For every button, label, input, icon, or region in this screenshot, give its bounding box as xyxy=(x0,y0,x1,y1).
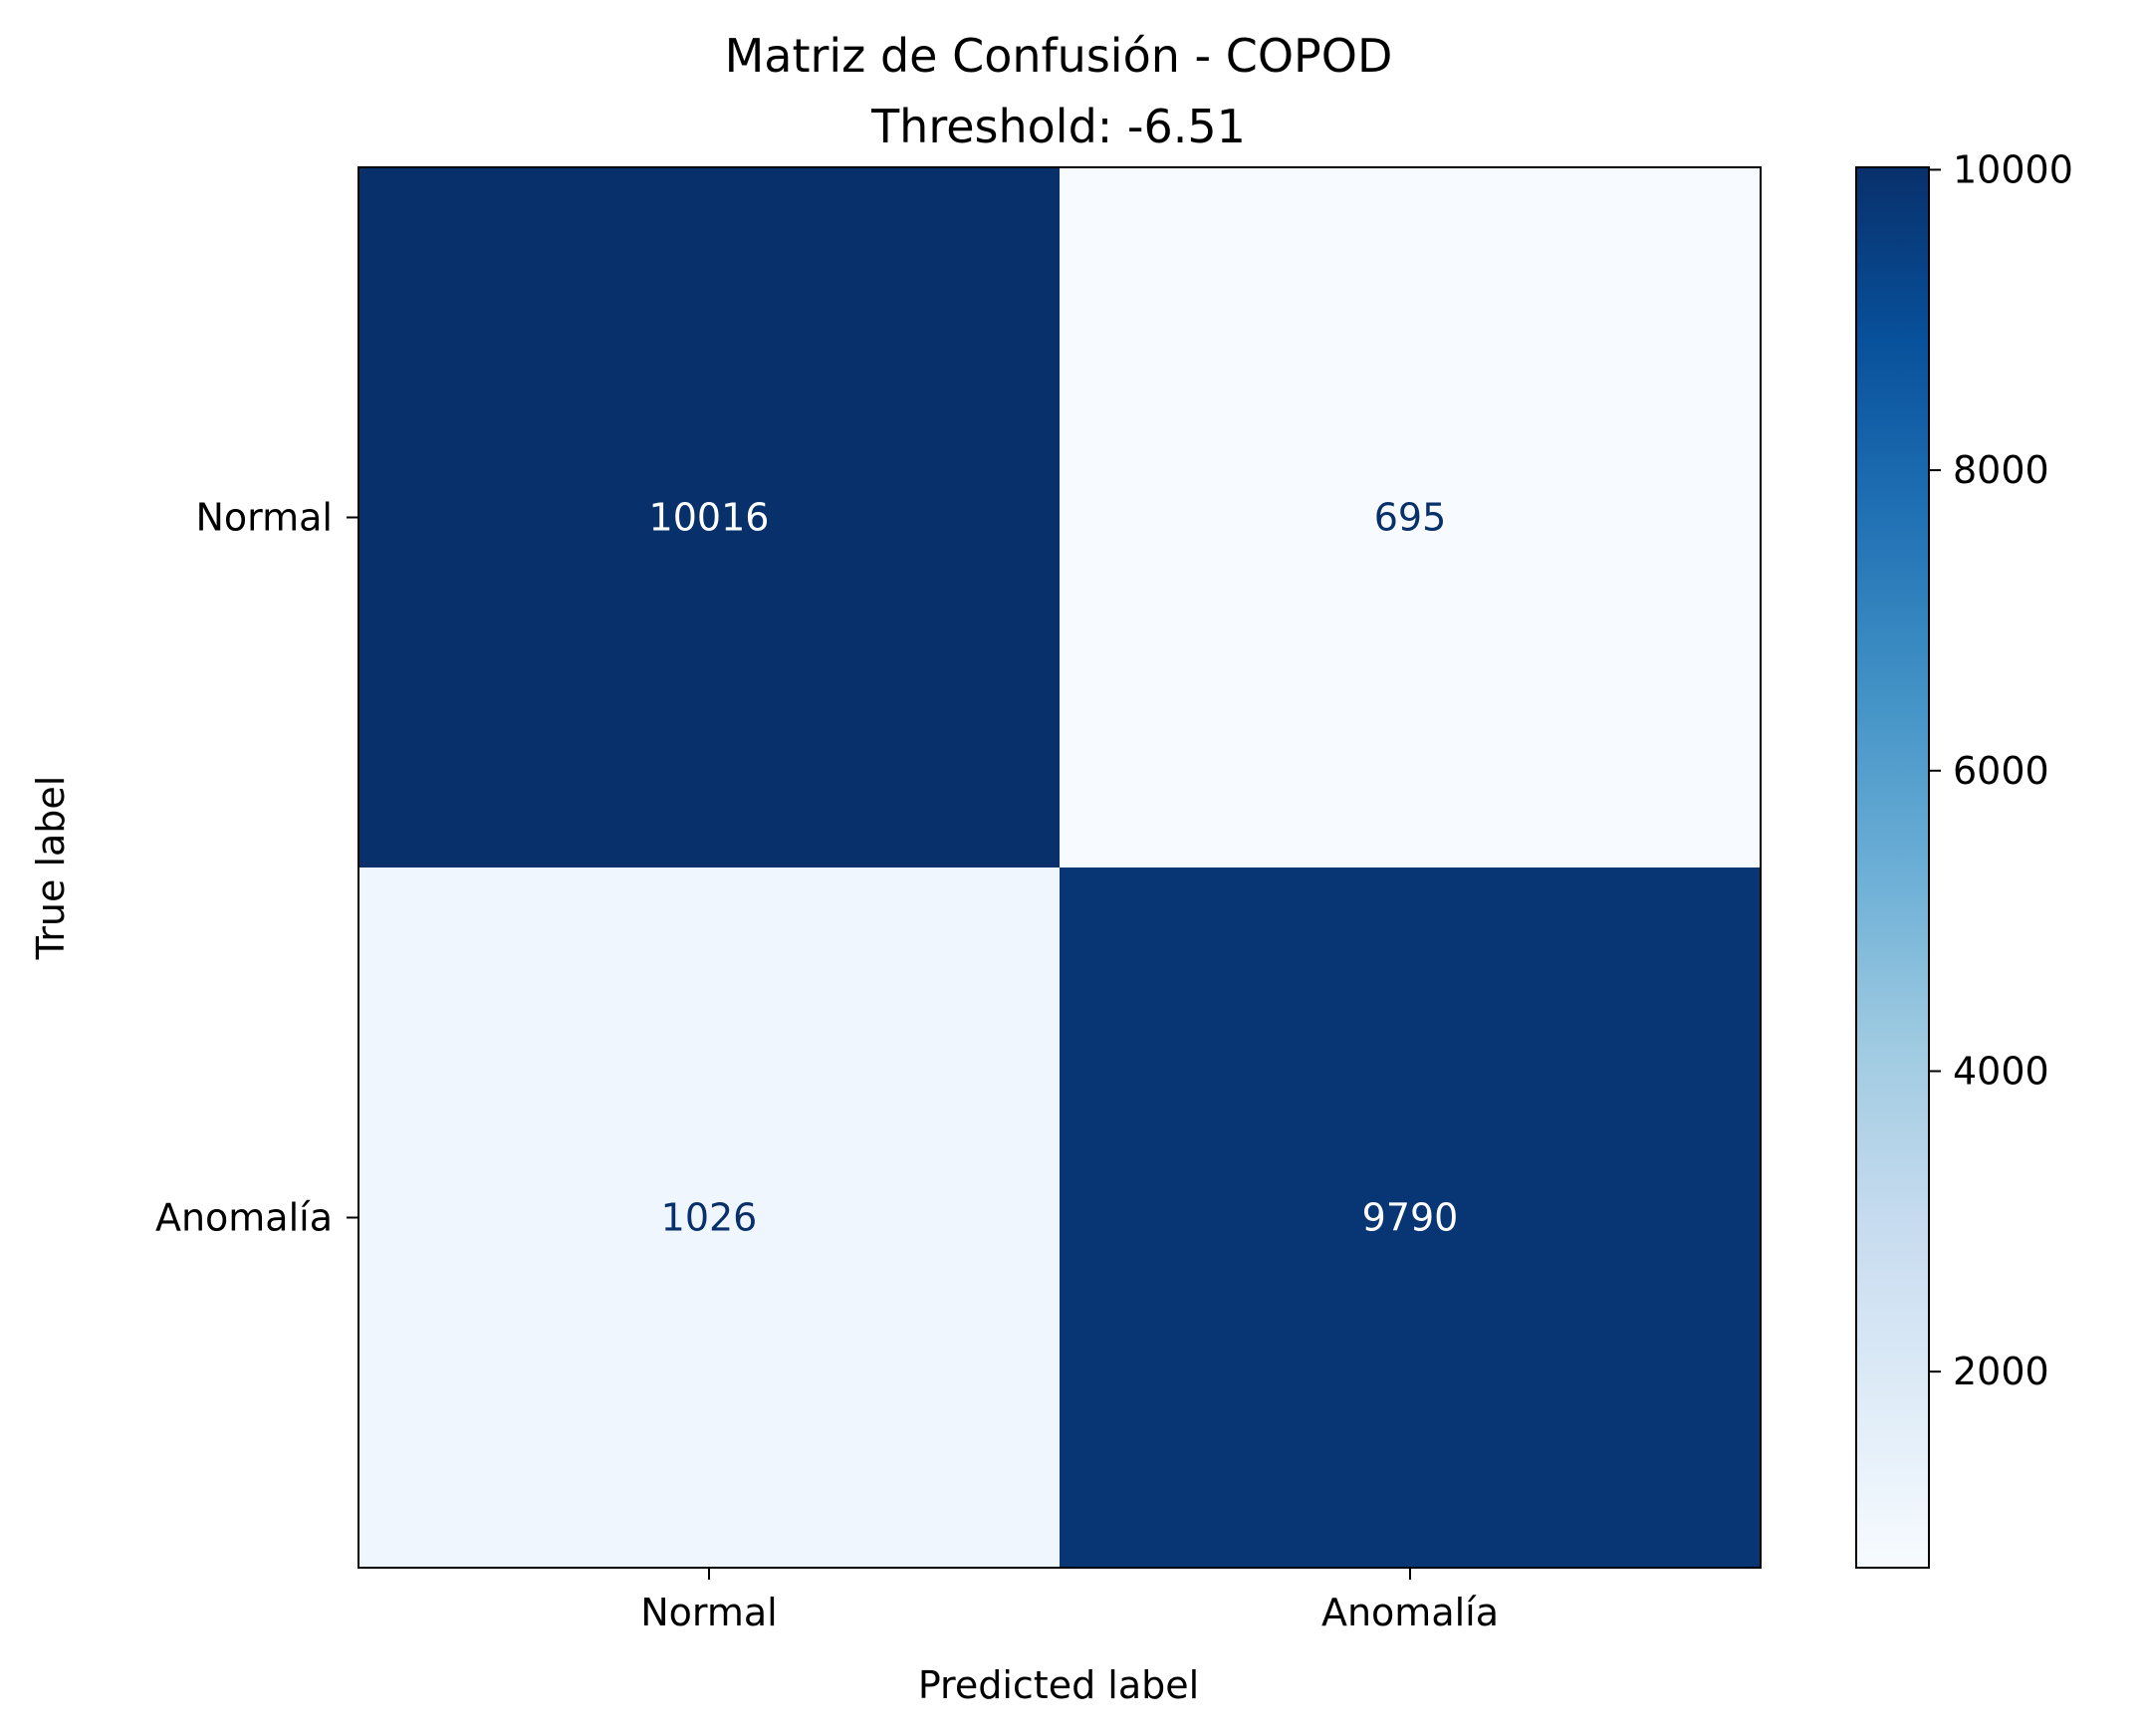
cell-value-labels: 10016 695 1026 9790 xyxy=(649,496,1459,1240)
y-axis-label: True label xyxy=(29,776,73,961)
cell-value-label: 9790 xyxy=(1362,1196,1459,1240)
colorbar-gradient xyxy=(1855,166,1930,1569)
heatmap-cells xyxy=(358,167,1761,1568)
x-axis-label: Predicted label xyxy=(918,1663,1199,1707)
colorbar-tick-label: 6000 xyxy=(1953,749,2049,793)
cell-value-label: 695 xyxy=(1374,496,1447,540)
heatmap-cell xyxy=(1060,868,1761,1568)
x-tick-label: Anomalía xyxy=(1321,1591,1499,1634)
colorbar-tick-label: 4000 xyxy=(1953,1049,2049,1093)
plot-frame xyxy=(357,166,1762,1569)
y-axis-ticks: Normal Anomalía xyxy=(155,496,358,1240)
cell-value-label: 1026 xyxy=(661,1196,758,1240)
x-tick-label: Normal xyxy=(640,1591,778,1634)
colorbar-tick-label: 2000 xyxy=(1953,1350,2049,1393)
heatmap-cell xyxy=(1060,167,1761,868)
colorbar: 2000 4000 6000 8000 10000 xyxy=(1855,147,2073,1569)
heatmap-cell xyxy=(358,167,1060,868)
colorbar-tick-label: 10000 xyxy=(1953,147,2073,191)
x-axis-ticks: Normal Anomalía xyxy=(640,1568,1499,1634)
chart-subtitle: Threshold: -6.51 xyxy=(870,100,1246,153)
cell-value-label: 10016 xyxy=(649,496,770,540)
chart-title: Matriz de Confusión - COPOD xyxy=(725,29,1393,83)
y-tick-label: Normal xyxy=(196,496,334,540)
y-tick-label: Anomalía xyxy=(155,1196,333,1240)
colorbar-tick-label: 8000 xyxy=(1953,448,2049,492)
colorbar-ticks: 2000 4000 6000 8000 10000 xyxy=(1929,147,2073,1393)
heatmap-cell xyxy=(358,868,1060,1568)
